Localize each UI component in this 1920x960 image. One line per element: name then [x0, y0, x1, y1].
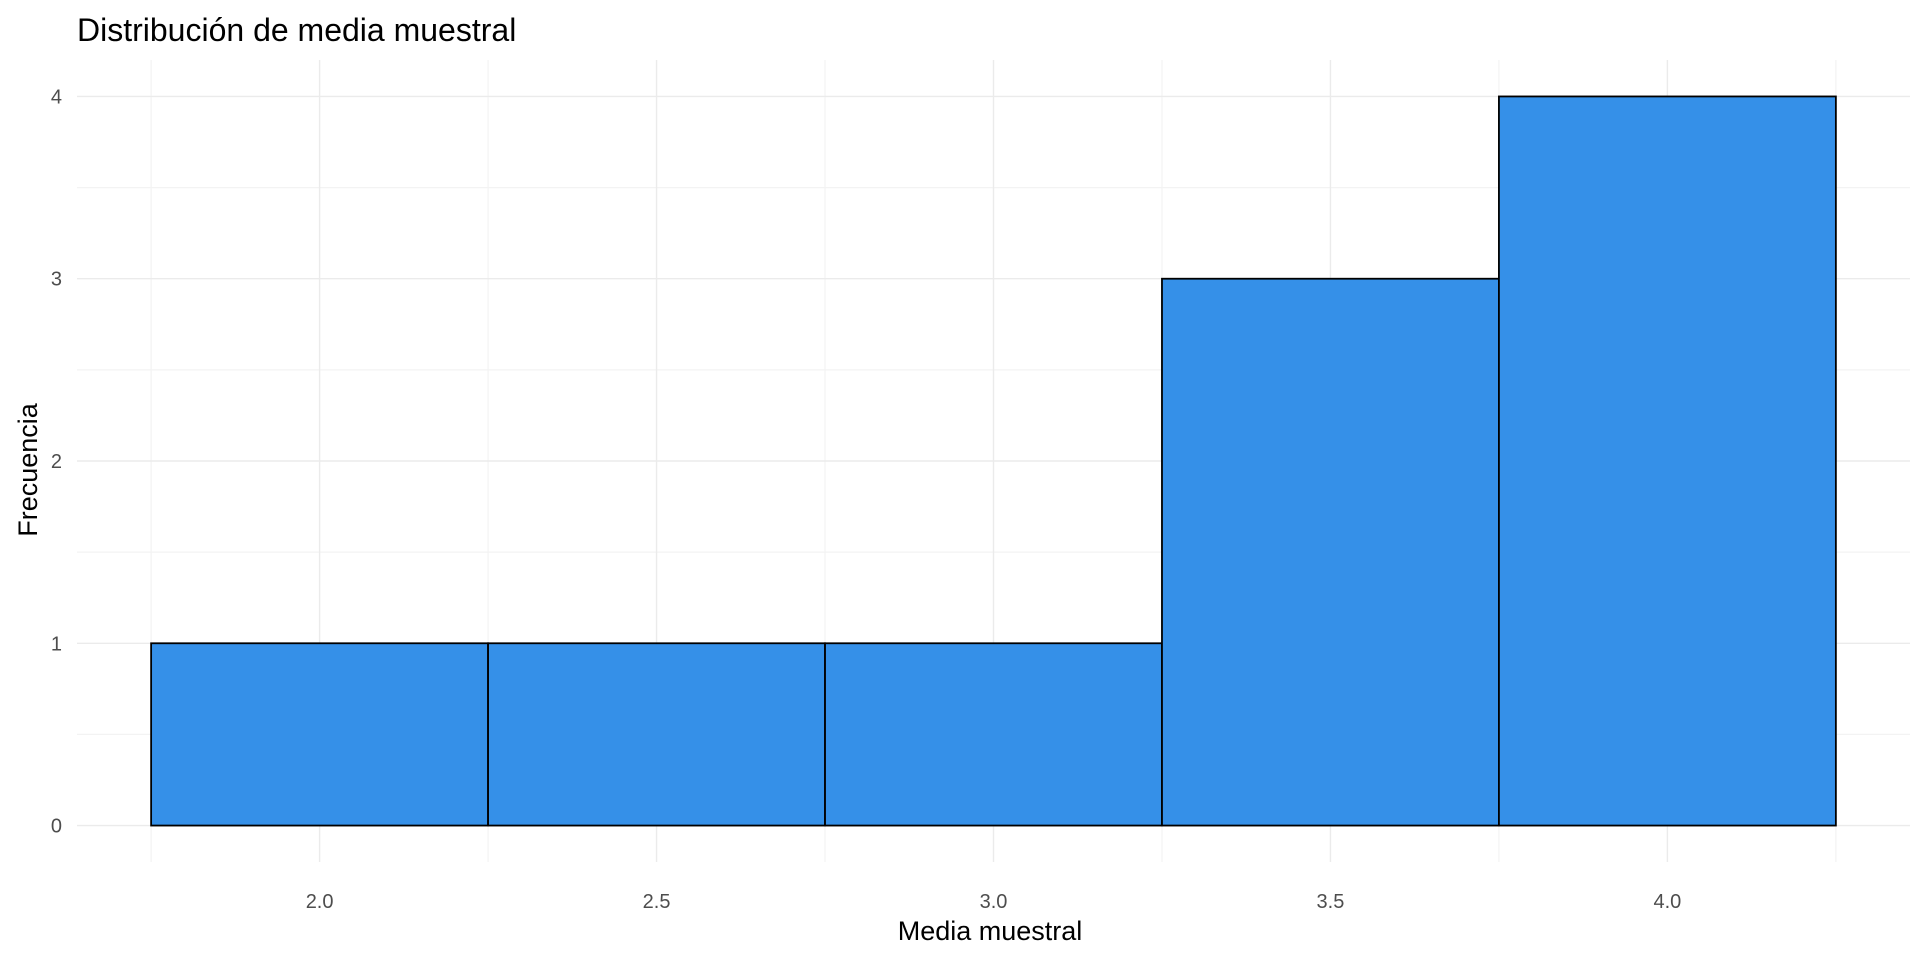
ticks-layer: 2.0 2.5 3.0 3.5 4.0 0 1 2 3 4	[51, 86, 1681, 913]
chart-title: Distribución de media muestral	[77, 12, 516, 48]
x-tick-label: 2.0	[306, 891, 334, 913]
x-axis-title: Media muestral	[898, 916, 1083, 946]
y-tick-label: 2	[51, 451, 62, 473]
bars-layer	[150, 95, 1837, 827]
y-tick-label: 0	[51, 816, 62, 838]
y-tick-label: 3	[51, 269, 62, 291]
x-tick-label: 3.5	[1317, 891, 1345, 913]
y-axis-title: Frecuencia	[13, 402, 43, 537]
histogram-bar	[1161, 277, 1500, 827]
histogram-bar	[487, 642, 826, 827]
y-tick-label: 4	[51, 86, 62, 108]
histogram-bar	[150, 642, 489, 827]
histogram-bar	[824, 642, 1163, 827]
histogram-bar	[1498, 95, 1837, 827]
x-tick-label: 2.5	[643, 891, 671, 913]
x-tick-label: 4.0	[1653, 891, 1681, 913]
x-tick-label: 3.0	[980, 891, 1008, 913]
y-tick-label: 1	[51, 633, 62, 655]
